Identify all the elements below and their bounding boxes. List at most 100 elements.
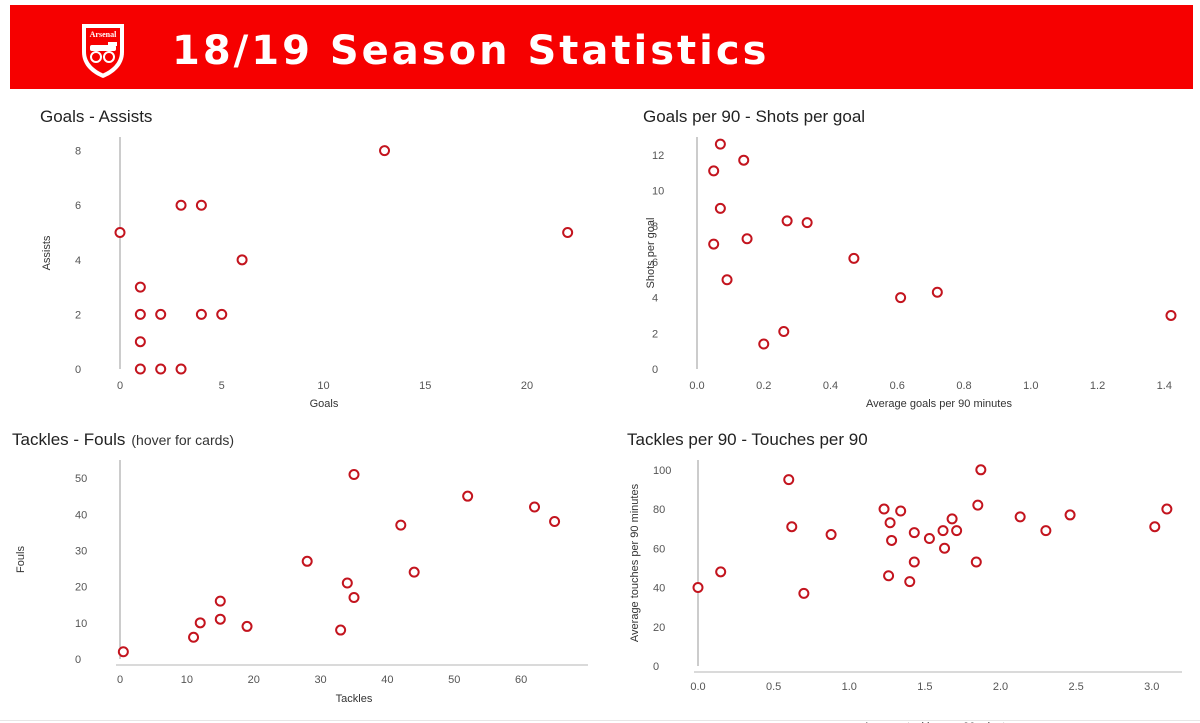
x-tick-label: 1.4 bbox=[1157, 380, 1172, 392]
data-point bbox=[134, 308, 146, 320]
y-tick-label: 30 bbox=[75, 545, 87, 557]
data-point bbox=[1014, 511, 1026, 523]
data-point bbox=[395, 519, 407, 531]
data-point bbox=[1040, 525, 1052, 537]
data-point bbox=[188, 631, 200, 643]
data-point bbox=[214, 613, 226, 625]
data-point bbox=[721, 274, 733, 286]
chart-title-tackles-touches: Tackles per 90 - Touches per 90 bbox=[627, 430, 868, 450]
x-tick-label: 0.5 bbox=[766, 681, 781, 693]
page-title: 18/19 Season Statistics bbox=[172, 28, 770, 74]
x-tick-label: 20 bbox=[521, 380, 533, 392]
data-point bbox=[348, 468, 360, 480]
x-tick-label: 20 bbox=[248, 674, 260, 686]
data-point bbox=[939, 542, 951, 554]
data-point bbox=[714, 202, 726, 214]
data-point bbox=[786, 521, 798, 533]
x-tick-label: 60 bbox=[515, 674, 527, 686]
y-tick-label: 4 bbox=[75, 255, 81, 267]
y-tick-label: 2 bbox=[75, 309, 81, 321]
data-point bbox=[379, 145, 391, 157]
y-tick-label: 2 bbox=[652, 328, 658, 340]
chart-title-goals-assists: Goals - Assists bbox=[40, 107, 152, 127]
data-point bbox=[114, 227, 126, 239]
data-point bbox=[738, 154, 750, 166]
y-tick-label: 20 bbox=[653, 622, 665, 634]
data-point bbox=[175, 199, 187, 211]
x-axis-label: Tackles bbox=[336, 693, 373, 705]
data-point bbox=[1165, 309, 1177, 321]
x-tick-label: 0 bbox=[117, 380, 123, 392]
x-tick-label: 1.2 bbox=[1090, 380, 1105, 392]
tackles-touches-chart: 0 20 40 60 80 100 0.0 0.5 1.0 1.5 2.0 2.5 3.0 Average… bbox=[629, 460, 1182, 723]
y-tick-label: 80 bbox=[653, 504, 665, 516]
data-point bbox=[895, 505, 907, 517]
data-point bbox=[783, 474, 795, 486]
data-point bbox=[908, 527, 920, 539]
data-point bbox=[562, 227, 574, 239]
y-tick-label: 60 bbox=[653, 543, 665, 555]
data-point bbox=[155, 308, 167, 320]
data-point bbox=[301, 555, 313, 567]
y-tick-label: 6 bbox=[652, 257, 658, 269]
x-tick-label: 0.8 bbox=[956, 380, 971, 392]
data-point bbox=[341, 577, 353, 589]
x-tick-label: 30 bbox=[314, 674, 326, 686]
data-point bbox=[134, 363, 146, 375]
data-point bbox=[195, 308, 207, 320]
y-tick-label: 12 bbox=[652, 150, 664, 162]
x-tick-label: 0.6 bbox=[890, 380, 905, 392]
y-tick-label: 0 bbox=[653, 661, 659, 673]
y-tick-label: 20 bbox=[75, 582, 87, 594]
data-point bbox=[970, 556, 982, 568]
x-axis-label: Goals bbox=[310, 398, 339, 410]
data-point bbox=[883, 570, 895, 582]
data-point bbox=[692, 582, 704, 594]
data-point bbox=[741, 233, 753, 245]
data-point bbox=[1149, 521, 1161, 533]
data-point bbox=[549, 516, 561, 528]
x-tick-label: 2.0 bbox=[993, 681, 1008, 693]
x-tick-label: 3.0 bbox=[1144, 681, 1159, 693]
data-point bbox=[708, 165, 720, 177]
y-axis-label: Shots per goal bbox=[645, 218, 657, 289]
data-point bbox=[529, 501, 541, 513]
data-point bbox=[134, 336, 146, 348]
data-point bbox=[462, 490, 474, 502]
chart-title-text: Tackles - Fouls bbox=[12, 430, 126, 449]
data-point bbox=[972, 499, 984, 511]
chart-title-text: Tackles per 90 - Touches per 90 bbox=[627, 430, 868, 449]
data-point bbox=[408, 566, 420, 578]
x-tick-label: 5 bbox=[219, 380, 225, 392]
x-tick-label: 10 bbox=[317, 380, 329, 392]
x-tick-label: 15 bbox=[419, 380, 431, 392]
x-tick-label: 10 bbox=[181, 674, 193, 686]
chart-title-text: Goals - Assists bbox=[40, 107, 153, 126]
data-point bbox=[801, 217, 813, 229]
data-point bbox=[715, 566, 727, 578]
y-tick-label: 0 bbox=[652, 364, 658, 376]
data-point bbox=[155, 363, 167, 375]
data-point bbox=[951, 525, 963, 537]
data-point bbox=[175, 363, 187, 375]
data-point bbox=[708, 238, 720, 250]
x-tick-label: 0 bbox=[117, 674, 123, 686]
data-point bbox=[798, 587, 810, 599]
goals-assists-chart: 0 2 4 6 8 0 5 10 15 20 Goals Assists bbox=[41, 137, 574, 410]
data-point bbox=[878, 503, 890, 515]
y-tick-label: 50 bbox=[75, 473, 87, 485]
data-point bbox=[946, 513, 958, 525]
y-tick-label: 8 bbox=[652, 221, 658, 233]
data-point bbox=[778, 326, 790, 338]
data-point bbox=[117, 646, 129, 658]
tackles-fouls-chart: 0 10 20 30 40 50 0 10 20 30 40 50 60 Tackles Fouls bbox=[15, 460, 588, 705]
chart-title-text: Goals per 90 - Shots per goal bbox=[643, 107, 866, 126]
data-point bbox=[758, 338, 770, 350]
data-point bbox=[884, 517, 896, 529]
y-axis-label: Average touches per 90 minutes bbox=[629, 483, 641, 642]
data-point bbox=[781, 215, 793, 227]
data-point bbox=[1064, 509, 1076, 521]
chart-title-goals-shots: Goals per 90 - Shots per goal bbox=[643, 107, 865, 127]
data-point bbox=[134, 281, 146, 293]
y-tick-label: 8 bbox=[75, 146, 81, 158]
